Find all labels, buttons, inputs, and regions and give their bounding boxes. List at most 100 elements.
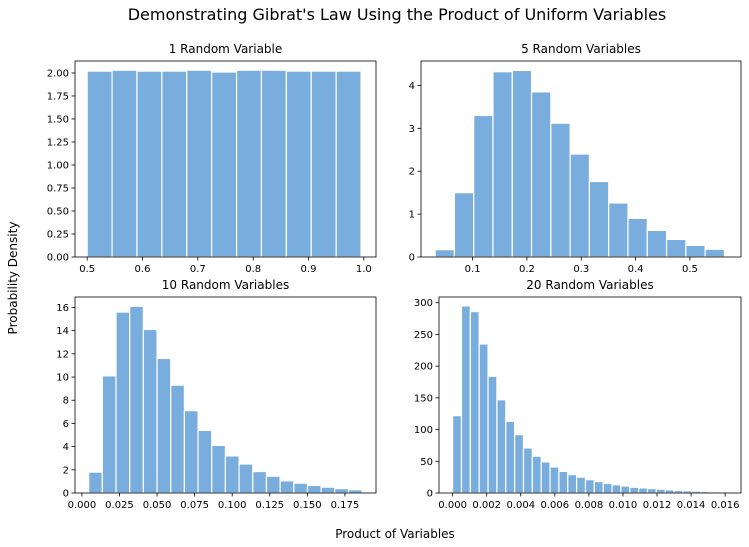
y-tick-label: 0.75 xyxy=(47,183,69,194)
y-tick-label: 300 xyxy=(414,298,433,309)
histogram-bar xyxy=(646,229,668,258)
x-tick-label: 0.1 xyxy=(465,264,481,275)
figure-ylabel: Probability Density xyxy=(6,222,20,335)
x-tick-label: 0.050 xyxy=(143,500,172,511)
histogram-bar xyxy=(602,482,613,494)
histogram-bar xyxy=(487,375,498,494)
subplot-4: 20 Random Variables 0.000 0.002 0.004 0.006 0… xyxy=(414,278,742,511)
figure-xlabel: Product of Variables xyxy=(335,527,455,541)
histogram-bar xyxy=(540,461,551,494)
subplot-3: 10 Random Variables 0.000 0.025 0.050 0.075 0… xyxy=(56,278,377,511)
y-tick-label: 1.25 xyxy=(47,137,69,148)
histogram-bar xyxy=(86,70,113,258)
histogram-bar xyxy=(285,70,312,258)
histogram-bar xyxy=(460,305,471,494)
y-tick-label: 8 xyxy=(63,396,69,407)
histogram-bar xyxy=(646,487,657,494)
histogram-bar xyxy=(142,328,158,494)
histogram-bar xyxy=(211,71,238,258)
subplot-title: 5 Random Variables xyxy=(521,42,641,56)
histogram-bar xyxy=(608,202,629,258)
y-tick-label: 0.25 xyxy=(47,229,69,240)
histogram-bar xyxy=(593,480,604,494)
histogram-bar xyxy=(260,69,287,258)
histogram-bar xyxy=(347,489,363,494)
y-tick-label: 16 xyxy=(56,303,69,314)
histogram-bar xyxy=(505,420,516,494)
axes-frame xyxy=(74,60,377,258)
histogram-bar xyxy=(567,474,578,494)
axes-frame xyxy=(74,296,377,494)
histogram-bar xyxy=(685,244,706,258)
histogram-bar xyxy=(252,470,268,494)
x-tick-label: 0.012 xyxy=(643,500,672,511)
histogram-bar xyxy=(514,434,525,494)
histogram-bar xyxy=(629,486,640,494)
histogram-bar xyxy=(531,455,542,494)
x-tick-label: 0.6 xyxy=(135,264,151,275)
y-tick-label: 150 xyxy=(414,393,433,404)
histogram-bar xyxy=(638,487,649,494)
figure-title: Demonstrating Gibrat's Law Using the Pro… xyxy=(128,5,667,24)
histogram-bar xyxy=(434,249,456,258)
x-tick-label: 0.075 xyxy=(180,500,209,511)
histogram-bar xyxy=(161,70,188,258)
y-tick-label: 2.00 xyxy=(47,68,69,79)
x-tick-label: 0.006 xyxy=(541,500,570,511)
histogram-bar xyxy=(469,310,480,494)
y-tick-label: 0.00 xyxy=(47,253,69,264)
y-tick-label: 0.50 xyxy=(47,206,69,217)
histogram-bar xyxy=(310,70,337,258)
x-tick-label: 0.100 xyxy=(218,500,247,511)
histogram-bar xyxy=(496,399,507,494)
histogram-bar xyxy=(293,482,309,494)
y-tick-label: 0 xyxy=(63,489,69,500)
histogram-bar xyxy=(238,463,254,494)
subplot-title: 10 Random Variables xyxy=(162,278,289,292)
histogram-bar xyxy=(197,429,213,494)
y-tick-label: 6 xyxy=(63,419,69,430)
x-tick-label: 0.9 xyxy=(301,264,317,275)
y-tick-label: 2 xyxy=(409,167,415,178)
x-tick-label: 0.004 xyxy=(506,500,535,511)
histogram-bar xyxy=(88,471,103,494)
histogram-bar xyxy=(279,480,295,494)
histogram-bar xyxy=(588,180,610,258)
x-tick-label: 0.000 xyxy=(68,500,97,511)
y-tick-label: 250 xyxy=(414,330,433,341)
histogram-bar xyxy=(549,466,560,494)
x-tick-label: 0.014 xyxy=(677,500,706,511)
histogram-bar xyxy=(550,122,571,258)
x-tick-label: 0.010 xyxy=(609,500,638,511)
x-tick-label: 0.125 xyxy=(255,500,284,511)
x-tick-label: 0.025 xyxy=(105,500,134,511)
histogram-bar xyxy=(453,192,475,258)
histogram-bar xyxy=(611,484,622,494)
histogram-bar xyxy=(473,114,494,258)
histogram-bar xyxy=(655,488,666,494)
x-tick-label: 0.175 xyxy=(331,500,360,511)
histogram-bar xyxy=(522,447,533,494)
histogram-bar xyxy=(569,153,591,258)
x-tick-label: 0.7 xyxy=(190,264,206,275)
histogram-bar xyxy=(235,69,263,258)
histogram-bar xyxy=(530,91,552,258)
y-tick-label: 4 xyxy=(63,442,69,453)
histogram-bar xyxy=(627,217,648,258)
x-tick-label: 0.016 xyxy=(711,500,740,511)
x-tick-label: 1.0 xyxy=(356,264,372,275)
histogram-bar xyxy=(156,357,172,494)
histogram-bar xyxy=(620,485,631,494)
histogram-bar xyxy=(211,444,227,494)
histogram-bar xyxy=(576,476,587,494)
histogram-bar xyxy=(511,69,533,258)
histogram-bar xyxy=(452,415,463,494)
y-tick-label: 14 xyxy=(56,326,69,337)
x-tick-label: 0.002 xyxy=(472,500,501,511)
x-tick-label: 0.2 xyxy=(519,264,535,275)
histogram-bar xyxy=(101,375,117,494)
y-tick-label: 200 xyxy=(414,362,433,373)
y-tick-label: 3 xyxy=(409,124,415,135)
